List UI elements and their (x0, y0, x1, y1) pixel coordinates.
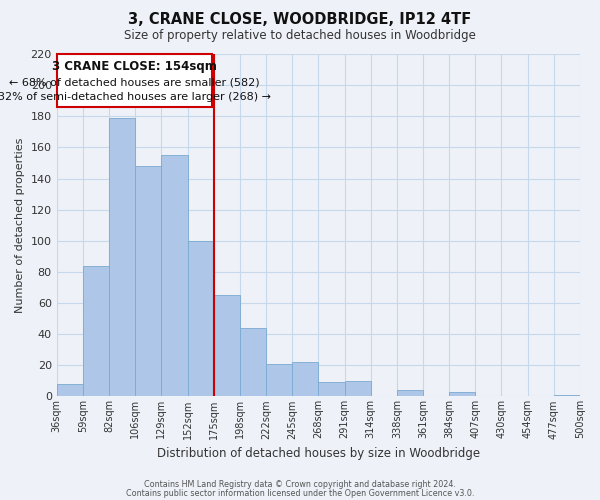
Bar (135, 166, 161, 396)
Bar (109, 118, 135, 396)
Bar (292, 362, 319, 396)
Bar (187, 241, 214, 396)
Text: 32% of semi-detached houses are larger (268) →: 32% of semi-detached houses are larger (… (0, 92, 271, 102)
Bar (397, 390, 423, 396)
Text: Contains public sector information licensed under the Open Government Licence v3: Contains public sector information licen… (126, 488, 474, 498)
Bar (266, 364, 292, 396)
Text: 3 CRANE CLOSE: 154sqm: 3 CRANE CLOSE: 154sqm (52, 60, 217, 74)
Text: 3, CRANE CLOSE, WOODBRIDGE, IP12 4TF: 3, CRANE CLOSE, WOODBRIDGE, IP12 4TF (128, 12, 472, 28)
Text: Contains HM Land Registry data © Crown copyright and database right 2024.: Contains HM Land Registry data © Crown c… (144, 480, 456, 489)
Bar (449, 392, 475, 396)
Bar (240, 328, 266, 396)
Text: ← 68% of detached houses are smaller (582): ← 68% of detached houses are smaller (58… (9, 78, 260, 88)
Bar (83, 266, 109, 396)
Y-axis label: Number of detached properties: Number of detached properties (15, 138, 25, 313)
Bar (214, 295, 240, 396)
Text: Size of property relative to detached houses in Woodbridge: Size of property relative to detached ho… (124, 29, 476, 42)
Bar (161, 155, 187, 396)
X-axis label: Distribution of detached houses by size in Woodbridge: Distribution of detached houses by size … (157, 447, 480, 460)
Bar (319, 382, 344, 396)
Bar (344, 381, 371, 396)
Bar (554, 395, 580, 396)
Bar (56, 384, 83, 396)
